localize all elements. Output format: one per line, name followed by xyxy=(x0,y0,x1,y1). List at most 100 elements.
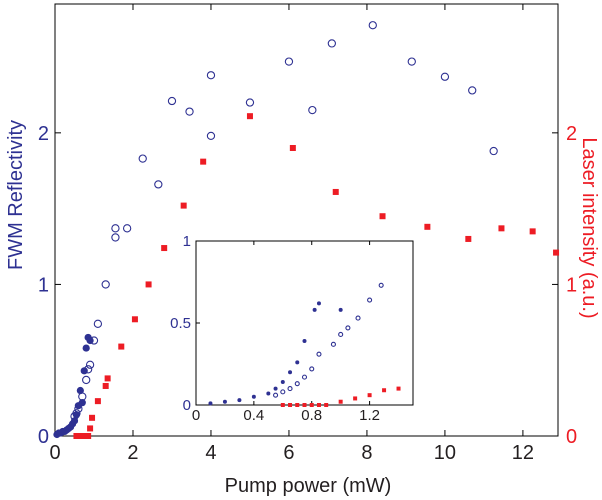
data-point-square xyxy=(424,223,431,230)
data-point-filled xyxy=(338,307,343,312)
data-point-square xyxy=(161,245,168,252)
inset-x-tick-label: 1.2 xyxy=(359,407,380,424)
inset-x-tick-label: 0 xyxy=(192,407,200,424)
x-tick-label: 8 xyxy=(361,442,372,464)
data-point-filled xyxy=(316,301,321,306)
data-point-open xyxy=(316,351,322,357)
x-tick-label: 2 xyxy=(127,442,138,464)
y-axis-right-label: Laser intensity (a.u.) xyxy=(578,137,600,318)
data-point-filled xyxy=(78,399,86,407)
data-point-square xyxy=(89,414,96,421)
data-point-square xyxy=(302,403,307,407)
data-point-open xyxy=(122,224,132,233)
data-point-filled xyxy=(237,398,242,403)
data-point-square xyxy=(465,235,472,242)
x-axis-label: Pump power (mW) xyxy=(225,475,392,497)
inset-y-tick-label: 0.5 xyxy=(170,315,191,332)
data-point-open xyxy=(284,57,294,66)
data-point-open xyxy=(407,57,416,66)
data-point-open xyxy=(367,297,373,303)
x-tick-label: 6 xyxy=(283,442,294,464)
data-point-square xyxy=(379,213,386,220)
data-point-open xyxy=(273,392,279,398)
data-point-filled xyxy=(273,386,278,391)
data-point-open xyxy=(154,180,163,189)
data-point-open xyxy=(368,21,377,30)
data-point-open xyxy=(74,404,83,413)
inset-y-tick-label: 1 xyxy=(183,233,191,250)
data-point-square xyxy=(104,375,111,382)
data-point-open xyxy=(83,365,93,374)
data-point-open xyxy=(82,375,91,385)
data-point-open xyxy=(280,389,286,395)
inset-x-tick-label: 0.4 xyxy=(243,407,264,424)
data-point-square xyxy=(118,343,125,350)
data-point-open xyxy=(309,366,315,372)
x-tick-label: 12 xyxy=(512,442,534,464)
data-point-open xyxy=(89,336,99,345)
data-point-open xyxy=(378,282,384,288)
data-point-square xyxy=(309,403,314,407)
data-point-filled xyxy=(280,380,285,385)
data-point-square xyxy=(498,225,505,232)
inset-y-tick-label: 0 xyxy=(183,397,191,414)
data-point-square xyxy=(289,145,296,151)
data-point-open xyxy=(167,96,177,106)
data-point-open xyxy=(308,105,317,115)
data-point-open xyxy=(85,360,95,369)
data-point-filled xyxy=(312,307,317,312)
data-point-square xyxy=(145,281,152,288)
data-point-square xyxy=(94,398,101,405)
data-point-filled xyxy=(295,360,300,365)
data-point-open xyxy=(206,131,216,141)
data-point-square xyxy=(529,228,536,235)
data-point-open xyxy=(185,107,194,116)
data-point-open xyxy=(72,409,81,418)
y-axis-left-label: FWM Reflectivity xyxy=(5,120,27,270)
data-point-open xyxy=(468,86,477,95)
data-point-open xyxy=(355,315,361,321)
data-point-square xyxy=(85,433,92,439)
data-point-square xyxy=(338,399,343,404)
data-point-square xyxy=(87,425,94,432)
y-left-tick-label: 2 xyxy=(38,123,49,145)
data-point-square xyxy=(332,188,339,195)
y-right-tick-label: 2 xyxy=(566,123,577,145)
plot-frame xyxy=(54,3,559,437)
data-point-open xyxy=(206,71,216,80)
data-point-square xyxy=(246,113,253,120)
data-point-square xyxy=(324,403,329,407)
data-point-open xyxy=(245,98,255,107)
data-point-square xyxy=(200,158,207,165)
data-point-square xyxy=(280,403,285,407)
y-right-tick-label: 1 xyxy=(566,274,577,296)
data-point-filled xyxy=(222,399,227,404)
data-point-open xyxy=(440,72,450,81)
data-point-filled xyxy=(251,394,256,399)
data-point-filled xyxy=(208,401,213,406)
data-point-square xyxy=(316,403,321,407)
data-point-filled xyxy=(76,386,84,395)
y-left-tick-label: 0 xyxy=(38,426,49,448)
data-point-open xyxy=(327,39,336,48)
data-point-square xyxy=(396,386,401,391)
data-point-square xyxy=(553,249,560,256)
data-point-open xyxy=(138,154,147,163)
inset-frame xyxy=(195,240,414,406)
data-point-open xyxy=(338,331,344,338)
data-point-open xyxy=(330,341,336,347)
data-point-open xyxy=(345,325,351,331)
y-left-tick-label: 1 xyxy=(38,274,49,296)
data-point-open xyxy=(489,146,498,156)
x-tick-label: 0 xyxy=(49,442,60,464)
data-point-square xyxy=(180,202,187,209)
data-point-open xyxy=(78,392,87,401)
data-point-open xyxy=(101,280,110,289)
data-point-square xyxy=(367,393,372,398)
data-point-square xyxy=(382,388,387,393)
data-point-square xyxy=(295,403,300,407)
data-point-open xyxy=(301,374,308,380)
data-point-square xyxy=(288,403,293,407)
inset-x-tick-label: 0.8 xyxy=(301,407,322,424)
